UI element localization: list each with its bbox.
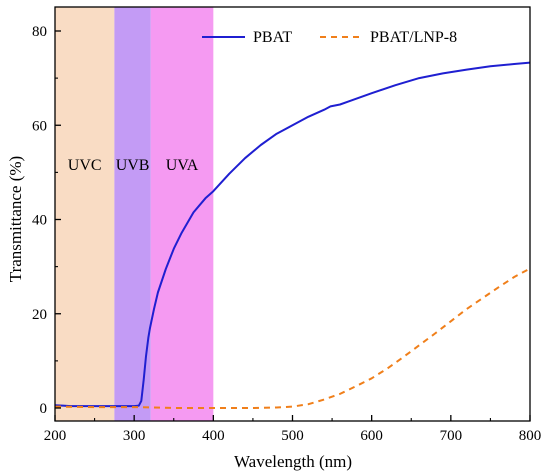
x-axis-label: Wavelength (nm) <box>234 452 352 471</box>
series-lines <box>54 61 531 409</box>
y-axis-label: Transmittance (%) <box>6 156 25 282</box>
x-tick-label: 600 <box>360 428 383 444</box>
legend: PBAT PBAT/LNP-8 <box>202 29 457 46</box>
band-label-uvb: UVB <box>116 157 150 174</box>
x-tick-label: 400 <box>202 428 225 444</box>
series-line-1 <box>54 267 531 409</box>
y-tick-label: 60 <box>32 118 47 134</box>
y-tick-label: 80 <box>32 24 47 40</box>
x-tick-label: 800 <box>519 428 542 444</box>
x-tick-label: 200 <box>44 428 67 444</box>
tick-labels: 200 300 400 500 600 700 800 0 20 40 60 80 <box>32 24 541 444</box>
band-uvc <box>55 7 115 421</box>
band-uvb <box>114 7 151 421</box>
y-tick-label: 20 <box>32 307 47 323</box>
band-uva <box>150 7 214 421</box>
x-tick-label: 700 <box>440 428 463 444</box>
x-tick-label: 300 <box>123 428 146 444</box>
y-tick-label: 40 <box>32 213 47 229</box>
band-label-uvc: UVC <box>68 157 102 174</box>
axis-ticks <box>54 30 531 421</box>
band-label-uva: UVA <box>166 157 199 174</box>
series-line-0 <box>54 61 531 408</box>
y-tick-label: 0 <box>40 401 48 417</box>
legend-label-pbat: PBAT <box>253 29 292 46</box>
x-tick-label: 500 <box>281 428 304 444</box>
legend-label-pbat-lnp8: PBAT/LNP-8 <box>370 29 457 46</box>
uv-bands: UVC UVB UVA <box>55 7 214 421</box>
